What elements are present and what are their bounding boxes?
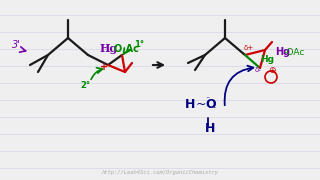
- Text: Hg: Hg: [275, 47, 290, 57]
- Text: δ-: δ-: [255, 67, 262, 73]
- Text: O Ac: O Ac: [114, 44, 139, 54]
- Text: ⊕: ⊕: [268, 66, 276, 75]
- Text: http://Leah4Sci.com/OrganicChemistry: http://Leah4Sci.com/OrganicChemistry: [101, 170, 219, 175]
- Text: H: H: [185, 98, 196, 111]
- Text: δ+: δ+: [244, 45, 254, 51]
- Text: 2°: 2°: [80, 81, 90, 90]
- Text: Hg: Hg: [260, 55, 274, 64]
- Text: +: +: [100, 62, 108, 72]
- Text: 3': 3': [12, 40, 21, 50]
- Text: 1°: 1°: [134, 40, 144, 49]
- Text: :: :: [213, 100, 217, 110]
- Text: ··: ··: [205, 94, 210, 103]
- Text: -OAc: -OAc: [284, 48, 305, 57]
- Text: Hg: Hg: [100, 43, 118, 54]
- Text: H: H: [205, 122, 215, 135]
- Text: O: O: [205, 98, 216, 111]
- Text: ~: ~: [196, 98, 206, 111]
